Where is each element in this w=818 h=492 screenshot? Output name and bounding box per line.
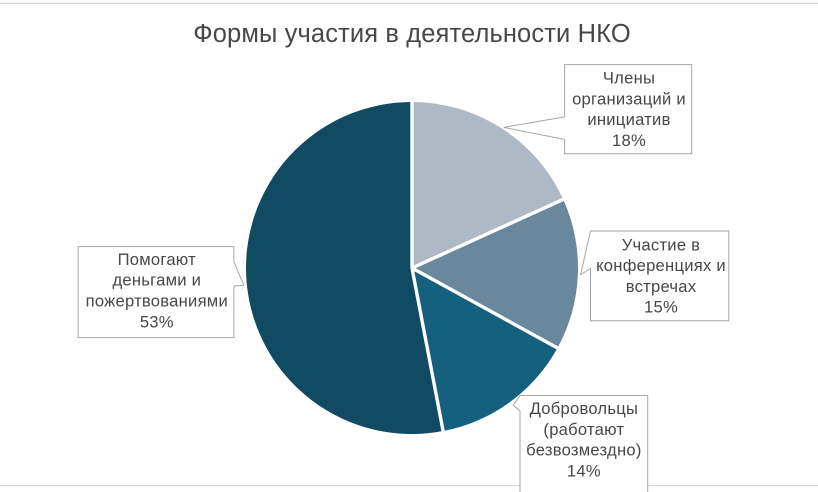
svg-text:Добровольцы: Добровольцы [530, 399, 639, 418]
svg-text:Участие в: Участие в [622, 235, 701, 254]
svg-text:(работают: (работают [543, 420, 624, 439]
svg-text:15%: 15% [644, 298, 678, 317]
svg-text:встречах: встречах [626, 277, 697, 296]
svg-text:14%: 14% [567, 461, 601, 480]
svg-text:безвозмездно): безвозмездно) [526, 441, 641, 460]
svg-text:Помогают: Помогают [118, 250, 197, 269]
svg-text:конференциях и: конференциях и [596, 256, 726, 275]
svg-text:53%: 53% [140, 312, 174, 331]
svg-text:Формы участия в деятельности Н: Формы участия в деятельности НКО [193, 20, 631, 48]
svg-text:инициатив: инициатив [587, 110, 670, 129]
svg-text:пожертвованиями: пожертвованиями [86, 292, 228, 311]
svg-text:организаций и: организаций и [572, 89, 686, 108]
svg-text:деньгами и: деньгами и [112, 271, 201, 290]
svg-text:18%: 18% [612, 131, 646, 150]
svg-text:Члены: Члены [603, 69, 655, 88]
